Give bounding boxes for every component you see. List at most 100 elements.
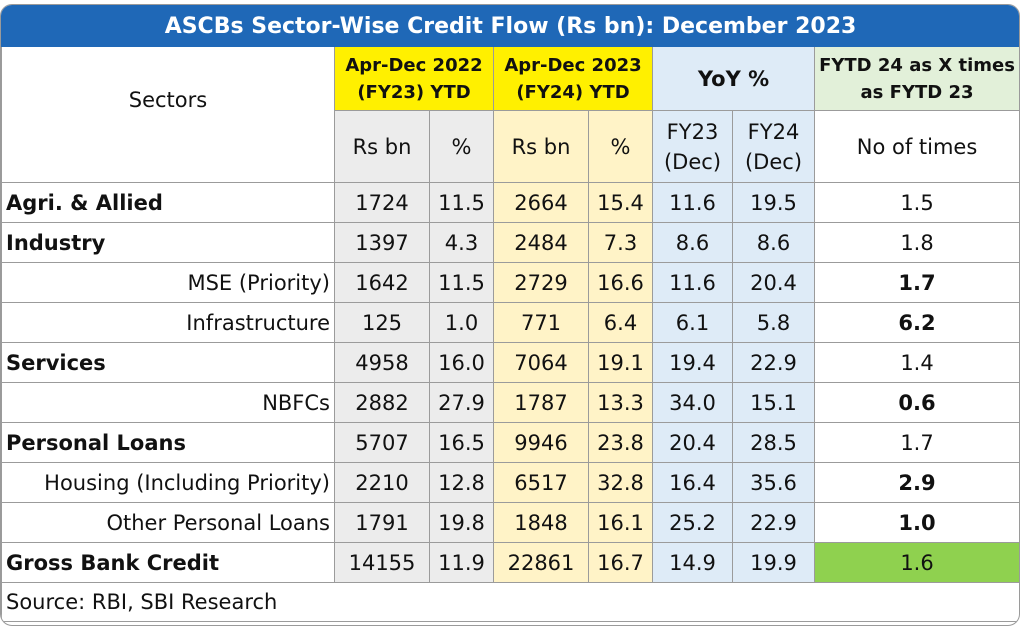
times-value: 1.8 <box>813 222 1019 263</box>
fy24-pct-header: % <box>588 110 653 183</box>
fy24-rsbn-value: 1787 <box>493 382 589 423</box>
fy23-pct-value: 11.5 <box>429 182 494 223</box>
table-row: MSE (Priority) 1642 11.5 2729 16.6 11.6 … <box>1 262 1019 303</box>
yoy-fy24-value: 28.5 <box>732 422 815 463</box>
yoy-fy24-value: 22.9 <box>732 342 815 383</box>
fy23-pct-value: 11.9 <box>429 542 494 583</box>
sectors-header: Sectors <box>1 46 335 183</box>
fy23-dec-header-line2: (Dec) <box>663 149 722 174</box>
fytd-times-header-line2: as FYTD 23 <box>860 81 974 103</box>
fy23-rsbn-value: 5707 <box>334 422 430 463</box>
fy23-pct-value: 11.5 <box>429 262 494 303</box>
table-row: Housing (Including Priority) 2210 12.8 6… <box>1 462 1019 503</box>
yoy-fy23-value: 19.4 <box>652 342 733 383</box>
fy24-ytd-header-line2: (FY24) YTD <box>516 81 630 103</box>
fy24-ytd-header-line1: Apr-Dec 2023 <box>504 54 642 76</box>
fy23-ytd-header-line2: (FY23) YTD <box>357 81 471 103</box>
times-value: 1.4 <box>813 342 1019 383</box>
table-row: NBFCs 2882 27.9 1787 13.3 34.0 15.1 0.6 <box>1 382 1019 423</box>
sector-name: Gross Bank Credit <box>1 542 335 583</box>
credit-flow-table: ASCBs Sector-Wise Credit Flow (Rs bn): D… <box>1 5 1019 622</box>
yoy-fy24-value: 22.9 <box>732 502 815 543</box>
fy23-ytd-header: Apr-Dec 2022 (FY23) YTD <box>334 46 494 111</box>
fy23-rsbn-value: 1791 <box>334 502 430 543</box>
fy23-pct-value: 16.0 <box>429 342 494 383</box>
fytd-times-header-line1: FYTD 24 as X times <box>819 54 1015 76</box>
fy23-pct-header: % <box>429 110 494 183</box>
yoy-fy23-value: 34.0 <box>652 382 733 423</box>
fy24-pct-value: 32.8 <box>588 462 653 503</box>
fy24-rsbn-value: 2664 <box>493 182 589 223</box>
source-note: Source: RBI, SBI Research <box>1 582 1019 622</box>
sector-name: NBFCs <box>1 382 335 423</box>
fy24-rsbn-value: 2729 <box>493 262 589 303</box>
fy24-pct-value: 23.8 <box>588 422 653 463</box>
fy24-pct-value: 16.6 <box>588 262 653 303</box>
times-value: 1.7 <box>813 422 1019 463</box>
fy24-pct-value: 13.3 <box>588 382 653 423</box>
fy24-dec-header-line1: FY24 <box>747 119 800 144</box>
sector-name: Agri. & Allied <box>1 182 335 223</box>
times-value: 1.5 <box>813 182 1019 223</box>
sector-name: Infrastructure <box>1 302 335 343</box>
yoy-fy23-value: 14.9 <box>652 542 733 583</box>
yoy-fy23-value: 25.2 <box>652 502 733 543</box>
times-value: 2.9 <box>813 462 1019 503</box>
fy24-rsbn-value: 9946 <box>493 422 589 463</box>
fy24-pct-value: 15.4 <box>588 182 653 223</box>
sector-name: Housing (Including Priority) <box>1 462 335 503</box>
table-row: Services 4958 16.0 7064 19.1 19.4 22.9 1… <box>1 342 1019 383</box>
yoy-fy23-value: 11.6 <box>652 262 733 303</box>
fy24-rsbn-value: 22861 <box>493 542 589 583</box>
fy24-ytd-header: Apr-Dec 2023 (FY24) YTD <box>493 46 653 111</box>
fy23-pct-value: 1.0 <box>429 302 494 343</box>
fy23-dec-header: FY23 (Dec) <box>652 110 733 183</box>
fy24-dec-header: FY24 (Dec) <box>732 110 815 183</box>
fy24-pct-value: 16.1 <box>588 502 653 543</box>
times-value: 1.0 <box>813 502 1019 543</box>
fy23-rsbn-header: Rs bn <box>334 110 430 183</box>
fy24-pct-value: 16.7 <box>588 542 653 583</box>
fy24-rsbn-header: Rs bn <box>493 110 589 183</box>
table-title: ASCBs Sector-Wise Credit Flow (Rs bn): D… <box>1 5 1019 47</box>
fy23-rsbn-value: 4958 <box>334 342 430 383</box>
fy23-dec-header-line1: FY23 <box>666 119 719 144</box>
fy24-dec-header-line2: (Dec) <box>744 149 803 174</box>
fy23-pct-value: 27.9 <box>429 382 494 423</box>
fy24-pct-value: 19.1 <box>588 342 653 383</box>
times-value-highlight: 1.6 <box>813 542 1019 583</box>
sector-name: Other Personal Loans <box>1 502 335 543</box>
sector-name: MSE (Priority) <box>1 262 335 303</box>
table-row: Agri. & Allied 1724 11.5 2664 15.4 11.6 … <box>1 182 1019 223</box>
yoy-header: YoY % <box>652 46 815 111</box>
fy23-pct-value: 19.8 <box>429 502 494 543</box>
yoy-fy24-value: 15.1 <box>732 382 815 423</box>
table-row: Personal Loans 5707 16.5 9946 23.8 20.4 … <box>1 422 1019 463</box>
fy23-rsbn-value: 2882 <box>334 382 430 423</box>
fy24-pct-value: 6.4 <box>588 302 653 343</box>
fy24-rsbn-value: 6517 <box>493 462 589 503</box>
fy23-pct-value: 12.8 <box>429 462 494 503</box>
fy24-rsbn-value: 1848 <box>493 502 589 543</box>
times-value: 1.7 <box>813 262 1019 303</box>
yoy-fy23-value: 6.1 <box>652 302 733 343</box>
fy23-rsbn-value: 125 <box>334 302 430 343</box>
table-row-total: Gross Bank Credit 14155 11.9 22861 16.7 … <box>1 542 1019 583</box>
fy24-rsbn-value: 2484 <box>493 222 589 263</box>
fy23-pct-value: 16.5 <box>429 422 494 463</box>
yoy-fy23-value: 20.4 <box>652 422 733 463</box>
yoy-fy24-value: 5.8 <box>732 302 815 343</box>
fy23-rsbn-value: 14155 <box>334 542 430 583</box>
table-row: Industry 1397 4.3 2484 7.3 8.6 8.6 1.8 <box>1 222 1019 263</box>
times-value: 6.2 <box>813 302 1019 343</box>
table-row: Other Personal Loans 1791 19.8 1848 16.1… <box>1 502 1019 543</box>
times-header: No of times <box>813 110 1019 183</box>
table-row: Infrastructure 125 1.0 771 6.4 6.1 5.8 6… <box>1 302 1019 343</box>
yoy-fy24-value: 19.5 <box>732 182 815 223</box>
fy23-pct-value: 4.3 <box>429 222 494 263</box>
fy23-rsbn-value: 1642 <box>334 262 430 303</box>
yoy-fy23-value: 16.4 <box>652 462 733 503</box>
fy23-rsbn-value: 2210 <box>334 462 430 503</box>
fytd-times-header: FYTD 24 as X times as FYTD 23 <box>813 46 1019 111</box>
credit-flow-table-card: ASCBs Sector-Wise Credit Flow (Rs bn): D… <box>0 4 1020 626</box>
